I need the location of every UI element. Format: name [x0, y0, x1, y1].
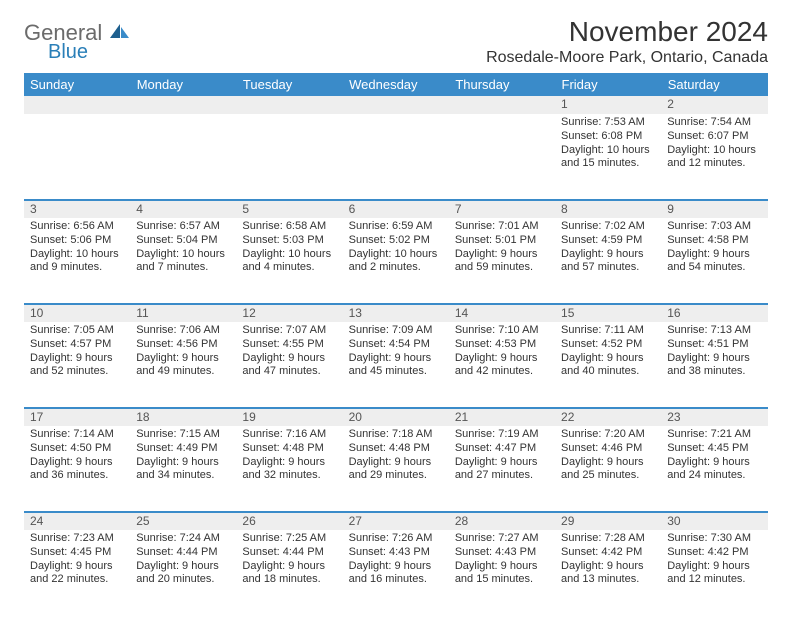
day-number: 18 — [130, 408, 236, 426]
day-number: 11 — [130, 304, 236, 322]
col-friday: Friday — [555, 73, 661, 96]
col-tuesday: Tuesday — [236, 73, 342, 96]
day-header-row: Sunday Monday Tuesday Wednesday Thursday… — [24, 73, 768, 96]
day-number: 23 — [661, 408, 767, 426]
day-cell — [24, 114, 130, 200]
day-cell: Sunrise: 7:21 AM Sunset: 4:45 PM Dayligh… — [661, 426, 767, 512]
day-cell: Sunrise: 7:13 AM Sunset: 4:51 PM Dayligh… — [661, 322, 767, 408]
daynum-row: 17181920212223 — [24, 408, 768, 426]
daynum-row: 24252627282930 — [24, 512, 768, 530]
day-cell: Sunrise: 6:59 AM Sunset: 5:02 PM Dayligh… — [343, 218, 449, 304]
day-cell: Sunrise: 7:09 AM Sunset: 4:54 PM Dayligh… — [343, 322, 449, 408]
day-number: 9 — [661, 200, 767, 218]
day-cell: Sunrise: 7:20 AM Sunset: 4:46 PM Dayligh… — [555, 426, 661, 512]
daynum-row: 10111213141516 — [24, 304, 768, 322]
day-cell: Sunrise: 7:07 AM Sunset: 4:55 PM Dayligh… — [236, 322, 342, 408]
day-cell: Sunrise: 7:30 AM Sunset: 4:42 PM Dayligh… — [661, 530, 767, 616]
day-content-row: Sunrise: 6:56 AM Sunset: 5:06 PM Dayligh… — [24, 218, 768, 304]
col-monday: Monday — [130, 73, 236, 96]
calendar-table: Sunday Monday Tuesday Wednesday Thursday… — [24, 73, 768, 616]
calendar-body: 12Sunrise: 7:53 AM Sunset: 6:08 PM Dayli… — [24, 96, 768, 616]
day-cell: Sunrise: 7:54 AM Sunset: 6:07 PM Dayligh… — [661, 114, 767, 200]
day-cell: Sunrise: 7:16 AM Sunset: 4:48 PM Dayligh… — [236, 426, 342, 512]
day-number — [449, 96, 555, 114]
day-cell: Sunrise: 6:56 AM Sunset: 5:06 PM Dayligh… — [24, 218, 130, 304]
day-number: 19 — [236, 408, 342, 426]
day-number: 16 — [661, 304, 767, 322]
day-number: 30 — [661, 512, 767, 530]
day-number: 1 — [555, 96, 661, 114]
day-cell — [130, 114, 236, 200]
day-number — [130, 96, 236, 114]
day-cell: Sunrise: 7:18 AM Sunset: 4:48 PM Dayligh… — [343, 426, 449, 512]
day-content-row: Sunrise: 7:23 AM Sunset: 4:45 PM Dayligh… — [24, 530, 768, 616]
daynum-row: 3456789 — [24, 200, 768, 218]
day-number: 24 — [24, 512, 130, 530]
col-sunday: Sunday — [24, 73, 130, 96]
header: General Blue November 2024 Rosedale-Moor… — [24, 16, 768, 67]
day-content-row: Sunrise: 7:14 AM Sunset: 4:50 PM Dayligh… — [24, 426, 768, 512]
daynum-row: 12 — [24, 96, 768, 114]
day-cell: Sunrise: 7:26 AM Sunset: 4:43 PM Dayligh… — [343, 530, 449, 616]
day-content-row: Sunrise: 7:53 AM Sunset: 6:08 PM Dayligh… — [24, 114, 768, 200]
logo-sail-icon — [110, 20, 130, 45]
day-number — [343, 96, 449, 114]
logo-line2: Blue — [48, 42, 130, 62]
day-cell: Sunrise: 7:27 AM Sunset: 4:43 PM Dayligh… — [449, 530, 555, 616]
logo: General Blue — [24, 22, 130, 62]
day-cell: Sunrise: 7:06 AM Sunset: 4:56 PM Dayligh… — [130, 322, 236, 408]
day-number: 26 — [236, 512, 342, 530]
month-title: November 2024 — [486, 16, 768, 48]
day-number: 5 — [236, 200, 342, 218]
day-cell: Sunrise: 7:01 AM Sunset: 5:01 PM Dayligh… — [449, 218, 555, 304]
day-number: 3 — [24, 200, 130, 218]
day-number: 25 — [130, 512, 236, 530]
day-cell: Sunrise: 6:57 AM Sunset: 5:04 PM Dayligh… — [130, 218, 236, 304]
location: Rosedale-Moore Park, Ontario, Canada — [486, 49, 768, 67]
day-number: 22 — [555, 408, 661, 426]
day-cell: Sunrise: 7:02 AM Sunset: 4:59 PM Dayligh… — [555, 218, 661, 304]
day-number: 28 — [449, 512, 555, 530]
day-number: 20 — [343, 408, 449, 426]
day-number: 2 — [661, 96, 767, 114]
day-number: 13 — [343, 304, 449, 322]
title-block: November 2024 Rosedale-Moore Park, Ontar… — [486, 16, 768, 67]
col-thursday: Thursday — [449, 73, 555, 96]
day-cell: Sunrise: 7:03 AM Sunset: 4:58 PM Dayligh… — [661, 218, 767, 304]
day-number: 29 — [555, 512, 661, 530]
day-cell — [449, 114, 555, 200]
day-cell: Sunrise: 7:11 AM Sunset: 4:52 PM Dayligh… — [555, 322, 661, 408]
calendar-page: General Blue November 2024 Rosedale-Moor… — [0, 0, 792, 628]
day-number: 14 — [449, 304, 555, 322]
logo-text: General Blue — [24, 22, 130, 62]
col-wednesday: Wednesday — [343, 73, 449, 96]
day-cell: Sunrise: 7:28 AM Sunset: 4:42 PM Dayligh… — [555, 530, 661, 616]
day-number: 4 — [130, 200, 236, 218]
day-cell: Sunrise: 7:15 AM Sunset: 4:49 PM Dayligh… — [130, 426, 236, 512]
day-cell: Sunrise: 7:19 AM Sunset: 4:47 PM Dayligh… — [449, 426, 555, 512]
day-number: 27 — [343, 512, 449, 530]
day-cell: Sunrise: 7:23 AM Sunset: 4:45 PM Dayligh… — [24, 530, 130, 616]
day-number: 21 — [449, 408, 555, 426]
day-cell: Sunrise: 6:58 AM Sunset: 5:03 PM Dayligh… — [236, 218, 342, 304]
day-number: 15 — [555, 304, 661, 322]
day-cell: Sunrise: 7:10 AM Sunset: 4:53 PM Dayligh… — [449, 322, 555, 408]
day-cell: Sunrise: 7:53 AM Sunset: 6:08 PM Dayligh… — [555, 114, 661, 200]
col-saturday: Saturday — [661, 73, 767, 96]
day-cell: Sunrise: 7:05 AM Sunset: 4:57 PM Dayligh… — [24, 322, 130, 408]
day-number — [236, 96, 342, 114]
day-cell: Sunrise: 7:14 AM Sunset: 4:50 PM Dayligh… — [24, 426, 130, 512]
day-cell — [236, 114, 342, 200]
day-cell: Sunrise: 7:25 AM Sunset: 4:44 PM Dayligh… — [236, 530, 342, 616]
day-number: 12 — [236, 304, 342, 322]
day-number: 8 — [555, 200, 661, 218]
day-number: 6 — [343, 200, 449, 218]
day-number: 10 — [24, 304, 130, 322]
day-cell — [343, 114, 449, 200]
day-number — [24, 96, 130, 114]
day-number: 17 — [24, 408, 130, 426]
day-cell: Sunrise: 7:24 AM Sunset: 4:44 PM Dayligh… — [130, 530, 236, 616]
day-content-row: Sunrise: 7:05 AM Sunset: 4:57 PM Dayligh… — [24, 322, 768, 408]
day-number: 7 — [449, 200, 555, 218]
